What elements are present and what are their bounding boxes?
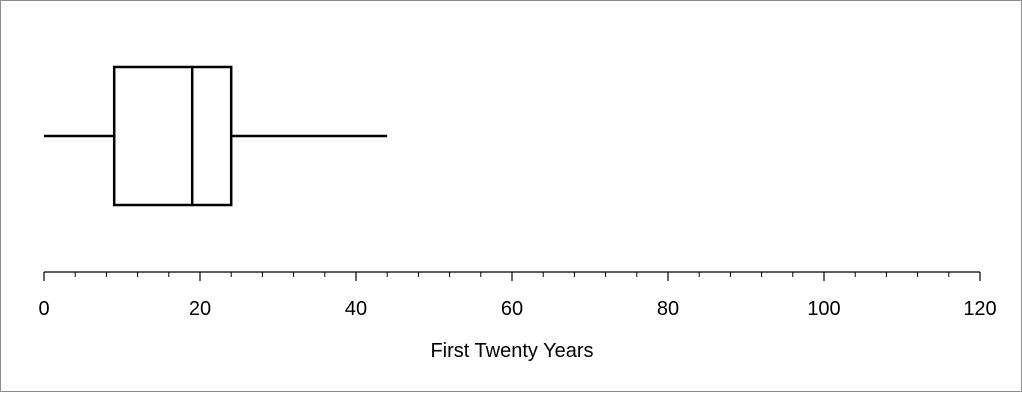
interquartile-box	[112, 65, 233, 207]
x-tick-label: 100	[807, 298, 840, 320]
x-tick-label: 60	[501, 298, 523, 320]
x-tick-label: 120	[963, 298, 996, 320]
x-tick-label: 20	[189, 298, 211, 320]
x-axis-title: First Twenty Years	[430, 340, 593, 362]
x-tick-label: 40	[345, 298, 367, 320]
x-tick-label: 80	[657, 298, 679, 320]
x-tick-label: 0	[38, 298, 49, 320]
